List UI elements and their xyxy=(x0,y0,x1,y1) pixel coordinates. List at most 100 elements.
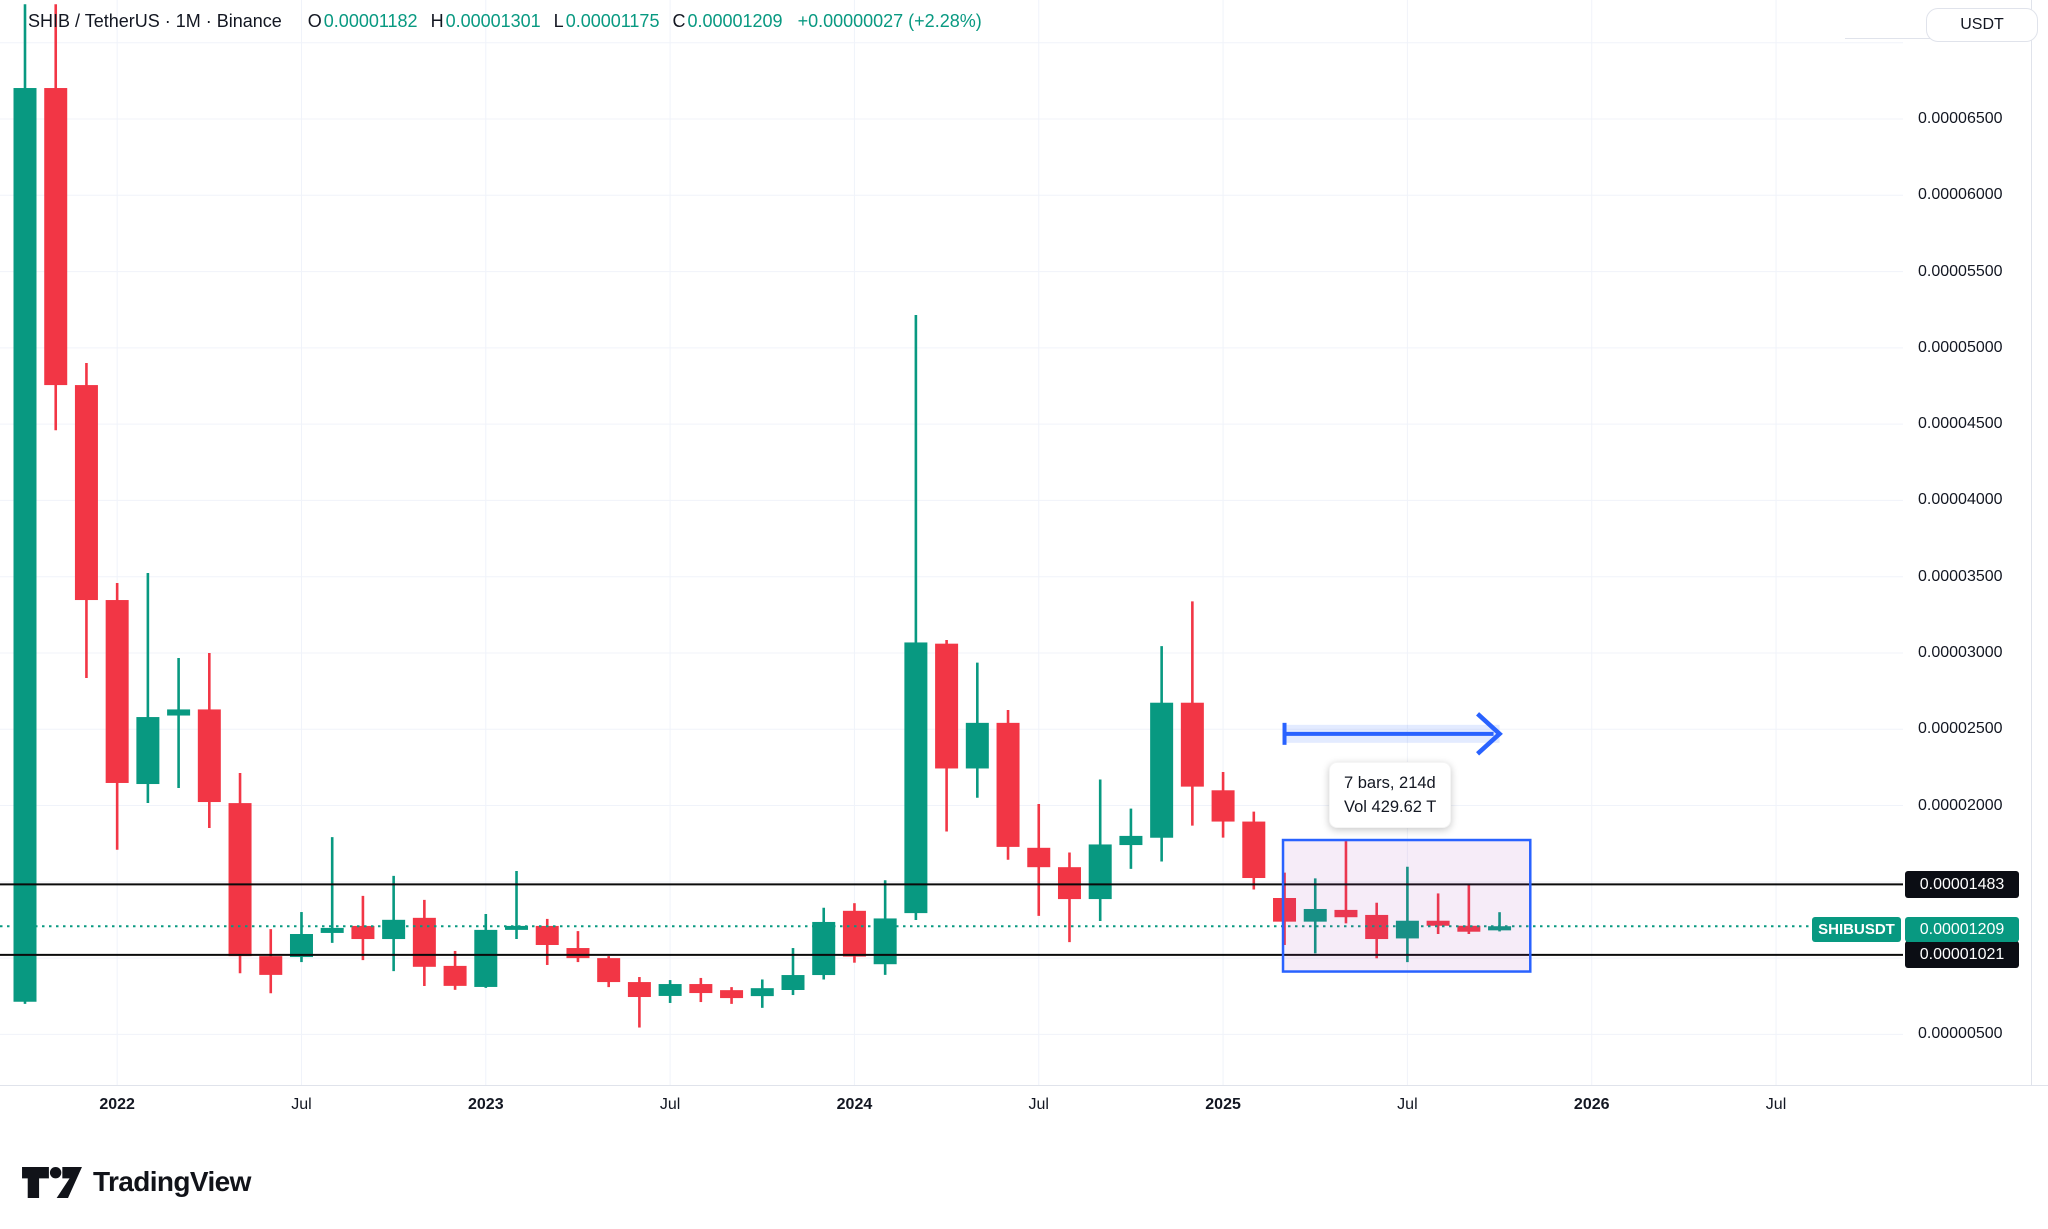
close-label: C xyxy=(672,11,686,31)
candle-body xyxy=(1426,920,1450,926)
candle-body xyxy=(720,990,744,999)
level-price-badge: 0.00001021 xyxy=(1905,941,2019,968)
price-tick-label: 0.00005000 xyxy=(1918,338,2003,356)
candle-body xyxy=(1457,925,1481,932)
time-tick-label: Jul xyxy=(659,1096,681,1113)
time-tick-label: 2023 xyxy=(468,1096,504,1113)
candle-body xyxy=(1180,702,1204,787)
candle-body xyxy=(965,722,989,769)
candle-body xyxy=(1365,914,1389,940)
price-tick-label: 0.00002500 xyxy=(1918,720,2003,738)
time-tick-label: 2022 xyxy=(99,1096,135,1113)
tradingview-logo[interactable]: TradingView xyxy=(22,1166,251,1198)
candle-body xyxy=(1488,926,1512,931)
price-tick-label: 0.00005500 xyxy=(1918,262,2003,280)
candle-body xyxy=(535,925,559,945)
candle-body xyxy=(1211,790,1235,822)
candle-body xyxy=(1242,821,1266,879)
candle-body xyxy=(197,709,221,803)
candle-body xyxy=(996,722,1020,847)
candle-body xyxy=(597,958,621,983)
candle-body xyxy=(842,910,866,957)
time-tick-label: Jul xyxy=(1765,1096,1787,1113)
candle-body xyxy=(382,919,406,940)
symbol-price-label-badge: SHIBUSDT xyxy=(1812,917,1901,942)
low-value: 0.00001175 xyxy=(565,11,660,31)
candle-body xyxy=(1088,844,1112,900)
candle-body xyxy=(627,982,651,998)
candle-body xyxy=(1273,898,1297,922)
change-value: +0.00000027 (+2.28%) xyxy=(797,11,982,31)
candle-body xyxy=(689,984,713,994)
candle-body xyxy=(13,88,37,1002)
time-tick-label: Jul xyxy=(1397,1096,1418,1113)
open-value: 0.00001182 xyxy=(323,11,418,31)
candle-body xyxy=(1057,867,1081,900)
high-label: H xyxy=(430,11,444,31)
time-tick-label: Jul xyxy=(291,1096,312,1113)
ohlc-low: L 0.00001175 xyxy=(554,11,660,32)
low-label: L xyxy=(553,11,564,31)
time-tick-label: 2025 xyxy=(1205,1096,1241,1113)
currency-toggle-button[interactable]: USDT xyxy=(1926,8,2038,42)
price-tick-label: 0.00004500 xyxy=(1918,415,2003,433)
last-price-badge: 0.00001209 xyxy=(1905,917,2019,942)
candle-body xyxy=(136,717,160,785)
candle-body xyxy=(412,917,436,967)
chart-legend: SHIB / TetherUS · 1M · Binance O 0.000011… xyxy=(28,11,982,32)
candle-body xyxy=(44,88,68,386)
measure-tooltip: 7 bars, 214d Vol 429.62 T xyxy=(1329,762,1452,828)
time-tick-label: Jul xyxy=(1028,1096,1049,1113)
price-tick-label: 0.00002000 xyxy=(1918,796,2003,814)
candle-body xyxy=(750,988,774,997)
candle-body xyxy=(74,385,98,601)
time-tick-label: 2026 xyxy=(1573,1096,1610,1113)
time-tick-label: 2024 xyxy=(836,1096,873,1113)
candle-body xyxy=(935,643,959,769)
measure-range-box[interactable] xyxy=(1281,838,1532,973)
ohlc-open: O 0.00001182 xyxy=(308,11,418,32)
open-label: O xyxy=(307,11,322,31)
candle-body xyxy=(167,709,191,716)
candle-body xyxy=(289,934,313,958)
price-tick-label: 0.00003500 xyxy=(1918,567,2003,585)
ohlc-close: C 0.00001209 xyxy=(672,11,782,32)
price-tick-label: 0.00006000 xyxy=(1918,186,2003,204)
measure-arrow-head xyxy=(1476,712,1503,756)
candle-body xyxy=(505,925,529,930)
candle-body xyxy=(658,984,682,996)
candle-body xyxy=(228,803,252,957)
close-value: 0.00001209 xyxy=(687,11,783,31)
measure-volume-text: Vol 429.62 T xyxy=(1344,798,1437,816)
price-tick-label: 0.00004000 xyxy=(1918,491,2003,509)
price-tick-label: 0.00006500 xyxy=(1918,110,2003,127)
candle-body xyxy=(1303,908,1327,922)
candle-body xyxy=(1027,847,1051,868)
price-tick-label: 0.00003000 xyxy=(1918,643,2003,661)
candle-body xyxy=(812,921,836,976)
candle-body xyxy=(105,600,129,783)
candle-body xyxy=(781,975,805,990)
candle-body xyxy=(1334,909,1358,918)
candle-body xyxy=(1395,920,1419,939)
candle-body xyxy=(1150,702,1174,838)
candle-body xyxy=(351,925,375,940)
candle-body xyxy=(566,948,590,959)
candle-body xyxy=(904,642,928,914)
candle-body xyxy=(1119,835,1143,846)
candle-body xyxy=(259,956,283,975)
candle-body xyxy=(320,927,344,933)
tradingview-logo-icon xyxy=(22,1166,82,1198)
ohlc-values: O 0.00001182 H 0.00001301 L 0.00001175 C 0.0… xyxy=(308,11,982,32)
candle-body xyxy=(443,965,467,986)
candle-body xyxy=(873,918,897,965)
level-price-badge: 0.00001483 xyxy=(1905,871,2019,898)
candle-body xyxy=(474,929,498,987)
tradingview-logo-text: TradingView xyxy=(93,1166,251,1197)
high-value: 0.00001301 xyxy=(445,11,541,31)
symbol-title[interactable]: SHIB / TetherUS · 1M · Binance xyxy=(28,11,282,31)
measure-bars-text: 7 bars, 214d xyxy=(1344,774,1436,792)
price-tick-label: 0.00000500 xyxy=(1918,1025,2003,1043)
